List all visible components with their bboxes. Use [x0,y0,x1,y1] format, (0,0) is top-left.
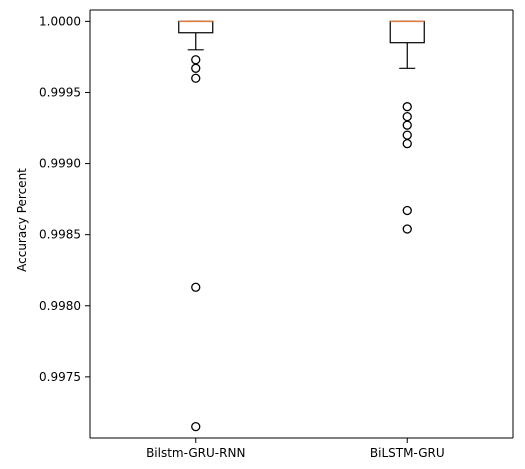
flier-point [191,282,201,292]
flier-point [191,421,201,432]
y-axis-title: Accuracy Percent [15,168,29,272]
flier-point [402,130,412,140]
y-tick-label: 0.9990 [39,157,81,171]
y-tick-label: 0.9975 [39,370,81,384]
y-axis: 0.9975 0.9980 0.9985 0.9990 0.9995 1.0000 [39,14,90,384]
box-iqr [389,20,425,44]
x-tick-label: Bilstm-GRU-RNN [146,446,245,460]
y-tick-label: 1.0000 [39,14,81,28]
box-group [178,20,214,51]
flier-point [402,102,412,112]
box-iqr [178,20,214,34]
box-group [389,20,425,69]
flier-point [402,139,412,149]
fliers-layer [191,55,412,432]
flier-point [191,63,201,73]
x-tick-label: BiLSTM-GRU [370,446,445,460]
flier-point [402,111,412,122]
flier-point [191,73,201,83]
plot-frame [89,9,514,439]
flier-point [402,224,412,234]
x-axis: Bilstm-GRU-RNN BiLSTM-GRU [146,438,445,460]
y-tick-label: 0.9980 [39,299,81,313]
flier-point [402,205,412,216]
flier-point [191,55,201,65]
flier-point [402,120,412,130]
boxes-layer [178,20,425,69]
y-tick-label: 0.9985 [39,228,81,242]
y-tick-label: 0.9995 [39,85,81,99]
